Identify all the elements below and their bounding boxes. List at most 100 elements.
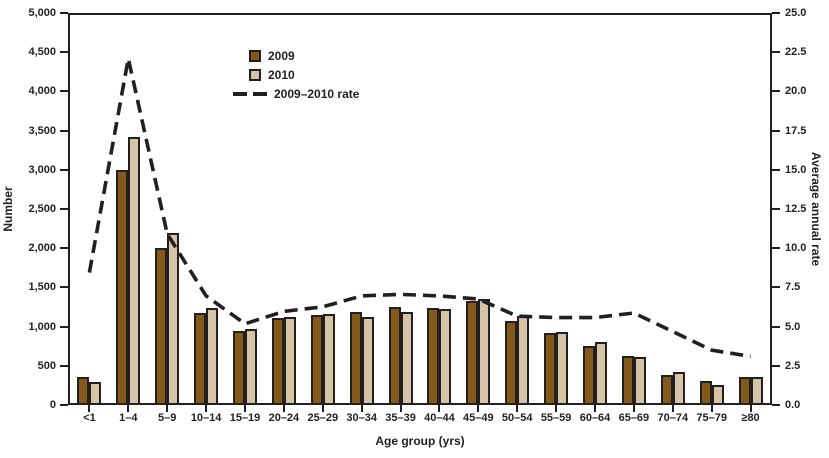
x-axis-tick bbox=[632, 405, 635, 412]
right-axis-tick bbox=[772, 12, 780, 14]
right-axis-tick bbox=[772, 247, 780, 250]
x-axis-tick bbox=[671, 405, 674, 412]
bar-2009 bbox=[466, 301, 479, 403]
rate-dashed-line bbox=[87, 58, 751, 359]
category-group bbox=[498, 316, 537, 403]
bar-2010 bbox=[400, 312, 413, 403]
right-axis-tick-label: 5.0 bbox=[785, 320, 801, 333]
x-axis-tick bbox=[205, 405, 208, 412]
bar-2010 bbox=[128, 137, 141, 403]
category-group bbox=[226, 329, 265, 403]
x-axis-category-label: ≥80 bbox=[741, 412, 760, 424]
left-axis-tick-label: 5,000 bbox=[28, 7, 56, 19]
bar-2010 bbox=[633, 357, 646, 403]
left-axis-tick-label: 1,500 bbox=[28, 281, 56, 294]
x-axis-tick bbox=[282, 405, 285, 412]
right-axis-tick bbox=[772, 51, 780, 54]
left-axis-tick bbox=[60, 208, 68, 210]
x-axis-category-label: 75–79 bbox=[696, 412, 727, 424]
right-axis-title: Average annual rate bbox=[809, 151, 823, 267]
category-group bbox=[70, 377, 109, 403]
category-group bbox=[381, 307, 420, 403]
right-axis-tick-label: 7.5 bbox=[785, 281, 801, 294]
x-axis-category-label: 35–39 bbox=[385, 412, 416, 424]
category-group bbox=[303, 314, 342, 403]
x-axis-tick bbox=[594, 405, 596, 412]
bar-2009 bbox=[310, 315, 323, 403]
x-axis-tick bbox=[127, 405, 130, 412]
right-axis-tick-label: 22.5 bbox=[785, 46, 807, 59]
legend-swatch-2009 bbox=[249, 50, 261, 62]
bar-2010 bbox=[361, 317, 374, 403]
right-axis-tick bbox=[772, 404, 780, 406]
left-axis-tick-label: 0 bbox=[49, 399, 56, 411]
x-axis-category-label: 25–29 bbox=[307, 412, 339, 424]
legend-dash-sample bbox=[233, 92, 267, 96]
x-axis-category-label: 20–24 bbox=[268, 412, 300, 424]
left-axis-tick bbox=[60, 168, 68, 171]
bar-2010 bbox=[322, 314, 335, 403]
right-axis-tick-label: 2.5 bbox=[785, 359, 801, 372]
bar-2010 bbox=[556, 332, 569, 403]
bar-2009 bbox=[233, 331, 245, 403]
left-axis-tick bbox=[60, 247, 68, 250]
x-axis-category-label: 65–69 bbox=[618, 412, 650, 424]
x-axis-tick bbox=[710, 405, 713, 412]
right-axis-tick-label: 0.0 bbox=[785, 399, 801, 411]
legend-item-2009: 2009 bbox=[233, 49, 359, 63]
bar-2009 bbox=[77, 377, 90, 403]
rate-line-layer bbox=[87, 58, 751, 359]
right-axis-tick-label: 12.5 bbox=[785, 203, 807, 215]
category-group bbox=[342, 312, 381, 403]
bar-2009 bbox=[660, 375, 673, 403]
legend-label-2009: 2009 bbox=[268, 49, 295, 63]
bar-2009 bbox=[738, 377, 751, 403]
x-axis-category-label: 30–34 bbox=[346, 412, 377, 424]
left-axis-tick bbox=[60, 404, 68, 406]
category-group bbox=[537, 332, 576, 403]
right-axis-tick bbox=[772, 129, 780, 132]
left-axis-tick bbox=[60, 129, 68, 132]
left-axis-tick bbox=[60, 325, 68, 328]
x-axis-tick bbox=[244, 405, 246, 412]
bar-2010 bbox=[595, 342, 608, 403]
right-axis-tick-label: 17.5 bbox=[785, 124, 807, 137]
bar-2010 bbox=[206, 308, 219, 403]
left-axis-tick-label: 3,500 bbox=[28, 124, 56, 137]
legend-label-2010: 2010 bbox=[268, 68, 295, 82]
x-axis-tick bbox=[166, 405, 169, 412]
bar-2010 bbox=[439, 309, 452, 403]
x-axis-category-label: 60–64 bbox=[579, 412, 611, 424]
x-axis-tick bbox=[516, 405, 519, 412]
bar-2009 bbox=[505, 321, 518, 403]
category-group bbox=[187, 308, 226, 403]
category-group bbox=[459, 299, 498, 403]
category-group bbox=[692, 381, 731, 403]
x-axis-category-label: 50–54 bbox=[501, 412, 533, 424]
left-axis-tick-label: 4,000 bbox=[28, 85, 56, 98]
category-group bbox=[420, 308, 459, 403]
bar-2009 bbox=[349, 312, 362, 403]
x-axis-category-label: 5–9 bbox=[158, 412, 177, 424]
right-axis-tick-label: 15.0 bbox=[785, 163, 807, 176]
bar-2009 bbox=[427, 308, 440, 403]
x-axis-category-label: 40–44 bbox=[424, 412, 455, 424]
right-axis-tick bbox=[772, 90, 780, 93]
legend: 2009 2010 2009–2010 rate bbox=[233, 49, 359, 101]
right-axis-tick-label: 25.0 bbox=[785, 7, 807, 19]
x-axis-tick bbox=[749, 405, 752, 412]
bar-2009 bbox=[194, 313, 207, 403]
x-axis-category-label: 1–4 bbox=[119, 412, 138, 424]
legend-item-2010: 2010 bbox=[233, 68, 359, 82]
bar-2010 bbox=[750, 377, 763, 403]
plot-area bbox=[68, 13, 772, 405]
x-axis-category-label: <1 bbox=[83, 412, 96, 424]
left-axis-tick bbox=[60, 51, 68, 54]
x-axis-tick bbox=[555, 405, 558, 412]
x-axis-category-label: 45–49 bbox=[463, 412, 494, 424]
bar-2009 bbox=[271, 318, 284, 403]
bars-layer bbox=[70, 15, 770, 403]
x-axis-tick bbox=[399, 405, 402, 412]
category-group bbox=[653, 372, 692, 403]
